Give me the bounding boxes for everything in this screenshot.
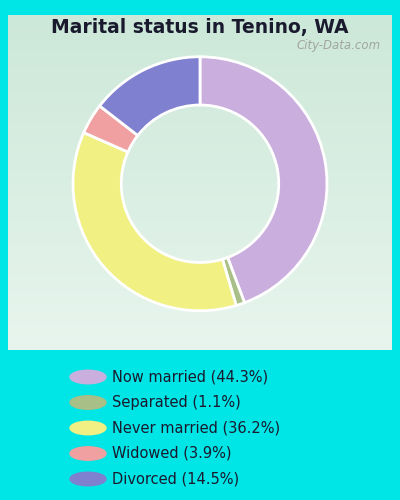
Text: Widowed (3.9%): Widowed (3.9%) bbox=[112, 446, 232, 461]
Text: Separated (1.1%): Separated (1.1%) bbox=[112, 395, 241, 410]
Text: City-Data.com: City-Data.com bbox=[296, 38, 380, 52]
Text: Now married (44.3%): Now married (44.3%) bbox=[112, 370, 268, 384]
Wedge shape bbox=[100, 56, 200, 136]
Wedge shape bbox=[200, 56, 327, 302]
Wedge shape bbox=[84, 106, 138, 152]
Circle shape bbox=[70, 421, 106, 435]
Text: Never married (36.2%): Never married (36.2%) bbox=[112, 420, 280, 436]
Wedge shape bbox=[73, 132, 236, 310]
Circle shape bbox=[70, 472, 106, 486]
Text: Marital status in Tenino, WA: Marital status in Tenino, WA bbox=[51, 18, 349, 36]
Circle shape bbox=[70, 396, 106, 409]
Text: Divorced (14.5%): Divorced (14.5%) bbox=[112, 472, 239, 486]
Wedge shape bbox=[222, 258, 244, 306]
Circle shape bbox=[70, 370, 106, 384]
Circle shape bbox=[70, 447, 106, 460]
